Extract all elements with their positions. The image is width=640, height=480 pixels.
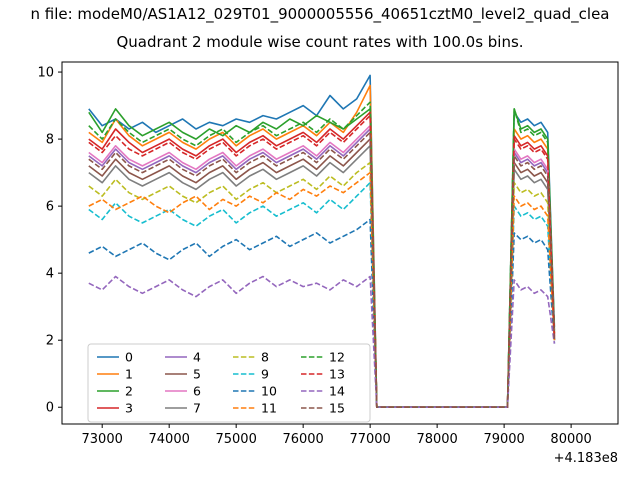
legend-label-1: 1 [125,367,133,382]
x-tick-label: 76000 [282,432,323,447]
legend-label-13: 13 [329,367,345,382]
legend-box [87,343,371,423]
series-line-8 [88,161,556,409]
series-line-15 [88,131,556,409]
legend-label-0: 0 [125,350,133,365]
x-tick-label: 74000 [149,432,190,447]
legend-label-2: 2 [125,384,133,399]
series-line-13 [88,114,556,409]
y-tick-label: 8 [46,133,54,148]
series-line-14 [88,275,556,409]
x-tick-label: 79000 [483,432,524,447]
series-line-11 [88,171,556,409]
series-line-12 [88,101,556,409]
legend-label-4: 4 [193,350,201,365]
y-tick-label: 2 [46,334,54,349]
legend-label-6: 6 [193,384,201,399]
legend-label-3: 3 [125,401,133,416]
x-tick-label: 75000 [215,432,256,447]
legend-label-9: 9 [261,367,269,382]
y-tick-label: 0 [46,401,54,416]
y-tick-label: 10 [37,66,54,81]
series-line-7 [88,145,556,409]
legend-label-11: 11 [261,401,277,416]
y-tick-label: 6 [46,200,54,215]
y-tick-label: 4 [46,267,54,282]
legend-label-5: 5 [193,367,201,382]
figure-suptitle: n file: modeM0/AS1A12_029T01_9000005556_… [30,5,610,23]
series-line-3 [88,111,556,409]
axes-frame [61,61,619,425]
series-line-2 [88,108,556,409]
series-line-10 [88,218,556,409]
series-line-6 [88,124,556,409]
legend-label-12: 12 [329,350,345,365]
legend-label-15: 15 [329,401,345,416]
legend-label-14: 14 [329,384,345,399]
series-line-9 [88,181,556,409]
legend-label-8: 8 [261,350,269,365]
x-axis-offset-label: +4.183e8 [554,451,618,466]
x-tick-label: 77000 [349,432,390,447]
series-line-4 [88,128,556,409]
series-line-1 [88,84,556,409]
x-tick-label: 80000 [550,432,591,447]
legend-label-10: 10 [261,384,277,399]
legend-label-7: 7 [193,401,201,416]
chart-title: Quadrant 2 module wise count rates with … [116,33,524,51]
x-tick-label: 78000 [416,432,457,447]
series-line-5 [88,138,556,409]
x-tick-label: 73000 [82,432,123,447]
